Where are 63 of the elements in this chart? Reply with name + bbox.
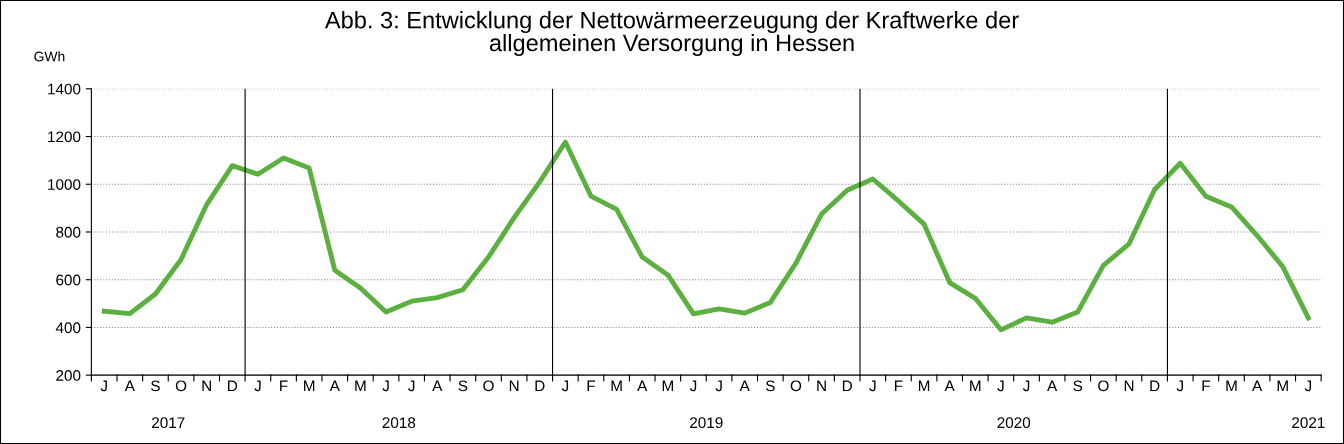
x-tick-label: M — [1226, 380, 1237, 392]
x-tick-label: A — [739, 380, 750, 392]
x-tick-label: A — [637, 380, 648, 392]
x-tick-label: N — [202, 380, 211, 392]
text: 2021 — [1292, 417, 1325, 429]
x-tick-label: J — [689, 380, 697, 392]
x-tick-label: N — [509, 380, 519, 392]
line-series — [101, 139, 1311, 333]
x-tick-label: D — [228, 380, 238, 392]
x-tick-label: F — [280, 380, 288, 392]
text: 2018 — [382, 417, 416, 429]
x-tick-label: O — [483, 380, 494, 392]
x-tick-label: J — [1176, 380, 1183, 392]
x-tick-label: J — [561, 380, 569, 392]
x-tick-label: A — [329, 380, 340, 392]
x-tick-label: S — [458, 380, 468, 392]
y-tick-label: 1000 — [48, 179, 81, 190]
y-tick-label: 600 — [56, 274, 81, 286]
x-tick-label: J — [408, 380, 415, 392]
y-tick-label: 1400 — [48, 83, 81, 95]
x-tick-label: M — [662, 380, 673, 392]
x-tick-label: O — [790, 380, 802, 392]
x-tick-label: A — [432, 380, 443, 392]
x-tick-label: J — [869, 380, 876, 392]
x-tick-label: M — [970, 380, 981, 392]
chart-title: Abb. 3: Entwicklung der Nettowärmeerzeugung der Kraftwerke der allgemeinen Versorgung in Hessen — [324, 11, 1019, 56]
x-tick-label: D — [1150, 380, 1160, 392]
x-tick-label: O — [175, 380, 187, 392]
x-tick-label: D — [842, 380, 852, 392]
x-tick-label: F — [587, 380, 596, 392]
x-tick-label: J — [1304, 380, 1312, 392]
y-tick-label: 400 — [55, 322, 81, 334]
y-tick-label: 200 — [56, 370, 81, 381]
x-tick-label: J — [715, 380, 722, 392]
x-tick-label: F — [895, 380, 903, 392]
x-tick-label: A — [1252, 380, 1263, 392]
y-axis-title: GWh — [34, 51, 65, 62]
x-tick-label: J — [254, 380, 261, 392]
x-tick-label: J — [100, 380, 107, 392]
x-tick-label: S — [1073, 380, 1083, 392]
x-tick-label: A — [1047, 380, 1058, 392]
x-tick-label: J — [997, 380, 1004, 392]
text: 2020 — [997, 417, 1031, 429]
y-tick-label: 800 — [56, 226, 81, 238]
x-tick-label: M — [611, 380, 622, 392]
x-tick-label: A — [124, 380, 135, 392]
x-tick-label: M — [1277, 380, 1288, 392]
x-tick-label: O — [1098, 380, 1109, 392]
x-tick-label: J — [382, 380, 389, 392]
x-tick-label: S — [765, 380, 775, 392]
x-tick-label: F — [1202, 380, 1210, 392]
x-tick-label: N — [1124, 380, 1134, 392]
x-tick-label: D — [535, 380, 545, 392]
text: 2017 — [152, 417, 185, 429]
x-tick-label: S — [151, 380, 160, 392]
y-tick-label: 1200 — [48, 131, 81, 143]
x-tick-label: M — [355, 380, 366, 392]
x-tick-label: J — [1022, 380, 1030, 392]
x-tick-label: M — [304, 380, 315, 392]
x-tick-label: A — [944, 380, 955, 392]
x-tick-label: N — [817, 380, 826, 392]
x-tick-label: M — [918, 380, 930, 392]
text: 2019 — [690, 417, 723, 429]
